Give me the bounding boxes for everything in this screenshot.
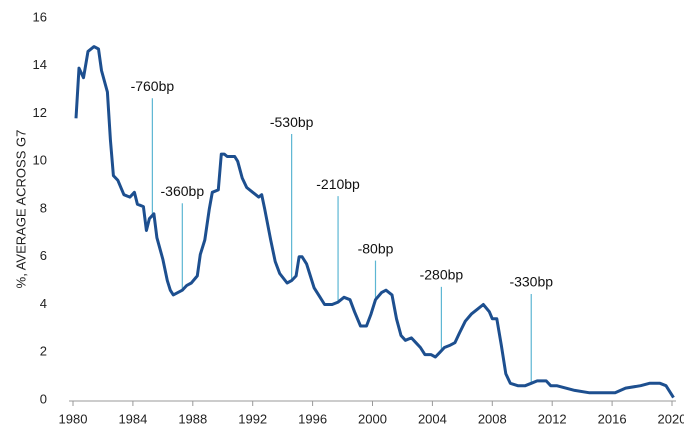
x-tick-label: 2020 bbox=[658, 411, 684, 426]
data-line bbox=[74, 45, 675, 399]
x-tick-label: 1996 bbox=[298, 411, 327, 426]
x-tick-label: 1980 bbox=[59, 411, 88, 426]
y-tick-label: 12 bbox=[33, 105, 47, 120]
x-tick-label: 1992 bbox=[238, 411, 267, 426]
annotation-label: -360bp bbox=[161, 183, 205, 199]
y-axis-label: %, AVERAGE ACROSS G7 bbox=[13, 130, 28, 289]
y-tick-label: 14 bbox=[33, 57, 47, 72]
y-tick-label: 0 bbox=[40, 391, 47, 406]
x-tick-label: 2008 bbox=[478, 411, 507, 426]
x-tick-label: 2016 bbox=[598, 411, 627, 426]
annotation-label: -210bp bbox=[316, 176, 360, 192]
y-tick-label: 4 bbox=[40, 296, 47, 311]
annotation-label: -330bp bbox=[509, 274, 553, 290]
annotation-label: -530bp bbox=[270, 114, 314, 130]
annotation-label: -80bp bbox=[358, 240, 394, 256]
y-tick-label: 6 bbox=[40, 248, 47, 263]
annotation-label: -280bp bbox=[420, 267, 464, 283]
y-tick-label: 16 bbox=[33, 9, 47, 24]
y-tick-label: 2 bbox=[40, 344, 47, 359]
x-tick-label: 2004 bbox=[418, 411, 447, 426]
y-tick-label: 10 bbox=[33, 153, 47, 168]
x-tick-label: 1988 bbox=[178, 411, 207, 426]
x-tick-label: 2012 bbox=[538, 411, 567, 426]
y-tick-label: 8 bbox=[40, 200, 47, 215]
x-tick-label: 2000 bbox=[358, 411, 387, 426]
x-tick-label: 1984 bbox=[118, 411, 147, 426]
annotation-label: -760bp bbox=[131, 78, 175, 94]
